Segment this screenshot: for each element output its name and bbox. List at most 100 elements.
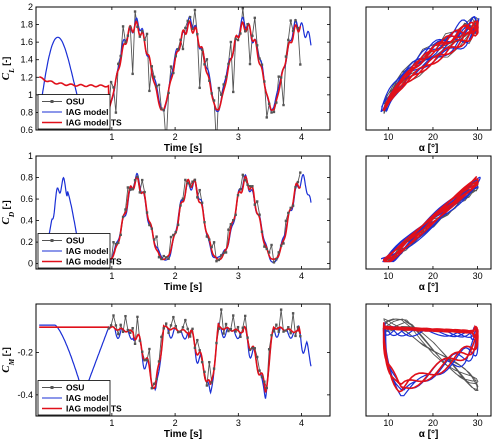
cd-time-osu-marker — [198, 188, 201, 192]
cl-time-osu-marker — [253, 16, 256, 20]
cl-time-ytick-label: 1.2 — [20, 72, 33, 82]
cl-time-osu-marker — [112, 86, 115, 89]
cd-time-ytick-label: 0.2 — [20, 237, 33, 247]
cd-time-frame — [35, 155, 331, 270]
cd-time-osu-marker — [184, 178, 187, 182]
cl-time-osu-marker — [119, 54, 122, 58]
cd-time-osu-marker — [253, 203, 256, 206]
cm-time-osu-marker — [141, 350, 144, 353]
cd-time-osu-marker — [164, 256, 168, 259]
cd-time-osu-marker — [275, 258, 278, 261]
cl-time-osu-marker — [296, 26, 300, 30]
cd-time-osu-marker — [126, 186, 130, 189]
cm-time-osu-marker — [160, 335, 163, 339]
cl-time-xtick-label: 4 — [299, 132, 304, 142]
cm-time-osu-marker — [258, 369, 261, 372]
cl-time-ytick-label: 2 — [28, 2, 33, 12]
cl-time-osu-marker — [114, 111, 118, 114]
cd-time-osu-marker — [193, 178, 197, 182]
cl-time-osu-marker — [246, 22, 249, 26]
cd-alpha-panel: 10 20 30 α [°] — [365, 155, 492, 293]
cm-alpha-panel: 10 20 30 α [°] — [365, 303, 492, 440]
cm-time-osu-marker — [162, 327, 165, 330]
cm-time-ytick-label: -0.4 — [17, 390, 33, 400]
cl-time-ytick-label: 0.6 — [20, 125, 33, 135]
cd-alpha-xtick-label: 10 — [383, 271, 393, 281]
cl-time-xtick-label: 1 — [109, 132, 114, 142]
cm-time-osu-marker — [284, 329, 288, 332]
cm-time-osu-marker — [148, 347, 151, 351]
cd-alpha-xtick-label: 30 — [473, 271, 483, 281]
cl-time-osu-marker — [181, 47, 185, 51]
cm-time-osu-marker — [129, 331, 132, 334]
cl-time-frame — [35, 6, 331, 131]
cd-time-xtick-label: 3 — [236, 271, 241, 281]
cl-time-osu-marker — [229, 40, 233, 44]
cd-time-osu-marker — [143, 190, 146, 194]
cm-time-xtick-label: 3 — [236, 418, 241, 428]
cm-time-osu-marker — [184, 318, 187, 322]
cm-time-osu-marker — [236, 325, 240, 329]
cl-time-osu-marker — [272, 110, 276, 114]
cd-time-osu-marker — [145, 211, 149, 214]
cm-time-osu-marker — [227, 329, 230, 333]
cm-time-osu-marker — [212, 367, 216, 370]
cm-time-osu-marker — [112, 314, 115, 317]
cm-alpha-xtick-label: 30 — [473, 418, 483, 428]
cm-time-osu-marker — [224, 322, 228, 326]
cd-time-osu-marker — [236, 193, 240, 197]
cd-time-osu-marker — [212, 241, 216, 244]
cl-time-osu-marker — [129, 25, 132, 29]
cd-time-osu-marker — [208, 238, 211, 241]
cl-time-osu-marker — [126, 34, 130, 37]
cm-time-osu-marker — [260, 375, 264, 379]
cl-time-osu-marker — [217, 86, 221, 90]
cl-time-ylabel: CL [-] — [0, 57, 16, 80]
cm-time-ytick-label: -0.2 — [17, 348, 33, 358]
cm-time-osu-marker — [208, 360, 211, 364]
cm-time-osu-marker — [277, 330, 280, 333]
cd-time-osu-marker — [114, 242, 118, 246]
cm-time-osu-marker — [200, 360, 204, 364]
cd-time-osu-marker — [284, 219, 288, 223]
cd-alpha-xtick-label: 20 — [428, 271, 438, 281]
cm-time-osu-marker — [136, 315, 139, 319]
cm-time-osu-marker — [198, 349, 201, 352]
cl-time-osu-marker — [145, 32, 149, 36]
cd-time-legend-entry: IAG model TS — [66, 257, 122, 267]
cm-time-osu-marker — [251, 346, 254, 350]
cl-time-osu-marker — [299, 63, 302, 66]
cm-time-xtick-label: 2 — [173, 418, 178, 428]
cl-time-osu-marker — [133, 10, 137, 13]
cl-time-osu-marker — [267, 102, 271, 105]
cd-time-osu-marker — [265, 247, 268, 251]
cl-time-ytick-label: 1.6 — [20, 37, 33, 47]
cm-time-osu-marker — [124, 314, 127, 318]
cl-time-osu-marker — [200, 48, 204, 52]
cl-time-ytick-label: 1.8 — [20, 20, 33, 30]
cm-alpha-iag-ts-line — [382, 322, 479, 393]
cd-time-osu-marker — [241, 173, 245, 177]
cl-time-osu-marker — [255, 44, 259, 47]
cm-time-osu-marker — [253, 347, 256, 350]
cm-time-osu-marker — [126, 328, 130, 332]
cd-time-osu-marker — [217, 258, 221, 262]
cl-time-osu-marker — [215, 143, 217, 145]
cl-alpha-xlabel: α [°] — [419, 143, 439, 154]
cm-time-osu-marker — [279, 308, 283, 311]
cd-time-osu-marker — [220, 254, 223, 257]
cd-time-osu-marker — [162, 254, 165, 258]
cd-time-osu-marker — [267, 251, 271, 254]
cl-time-xtick-label: 3 — [236, 132, 241, 142]
cl-time-osu-marker — [234, 37, 237, 41]
cm-time-osu-marker — [265, 386, 268, 390]
cd-time-osu-marker — [299, 171, 302, 174]
cm-time-osu-marker — [241, 326, 245, 329]
cd-time-osu-marker — [260, 230, 264, 233]
cd-time-osu-marker — [251, 185, 254, 188]
cl-time-osu-marker — [294, 19, 297, 22]
cl-time-osu-marker — [263, 80, 266, 83]
cd-time-osu-marker — [244, 178, 247, 182]
cm-time-osu-marker — [263, 380, 266, 383]
